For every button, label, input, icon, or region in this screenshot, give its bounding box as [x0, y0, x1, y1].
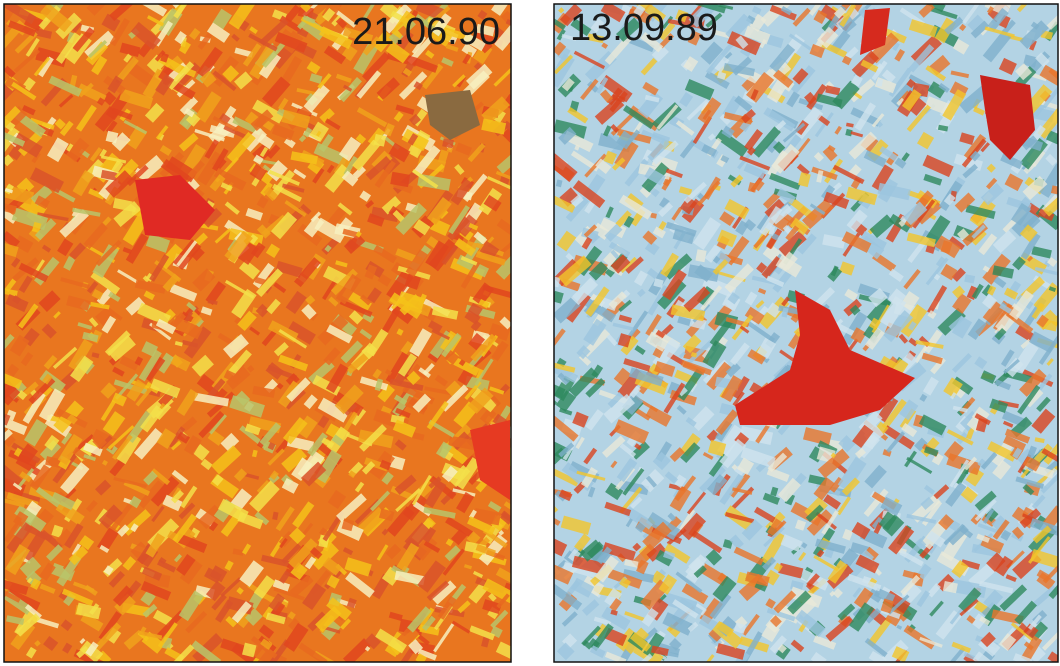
date-label: 13.09.89 — [570, 7, 718, 49]
date-label: 21.06.90 — [352, 11, 500, 53]
page: {"panels": [{"label": "21.06.90"}, {"lab… — [0, 0, 1060, 666]
figure: 21.06.90 13.09.89 — [0, 0, 1060, 666]
image-panel-summer — [0, 0, 526, 666]
image-panel-autumn — [539, 0, 1060, 666]
